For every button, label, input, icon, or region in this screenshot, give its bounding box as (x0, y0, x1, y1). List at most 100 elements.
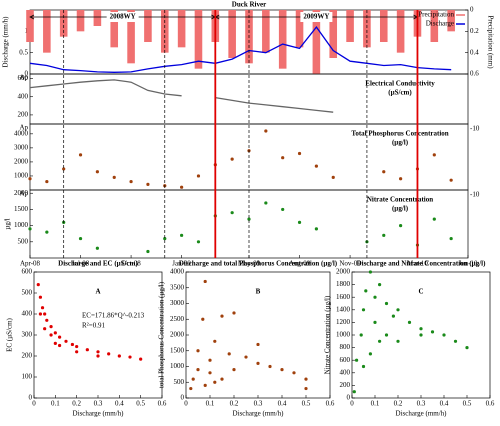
legend-label: Precipitation (418, 11, 454, 19)
data-point (399, 177, 403, 181)
data-point (180, 233, 184, 237)
period-label-bg (106, 12, 139, 22)
y-axis-label: EC (µS/cm) (6, 317, 14, 351)
data-point (297, 151, 302, 156)
corner-label: Ap (19, 190, 28, 198)
x-tick-label: 0.6 (326, 400, 335, 408)
data-point (378, 339, 382, 343)
data-point (384, 333, 389, 337)
y-tick-label: 200 (340, 381, 351, 389)
precip-bar (144, 10, 152, 42)
data-point (391, 314, 395, 318)
data-point (203, 279, 207, 284)
y-tick-label: 500 (22, 289, 33, 297)
y-tick-label: 600 (18, 74, 29, 82)
right-label: -10 (470, 191, 480, 199)
data-point (196, 240, 201, 244)
y-tick-label: 4000 (14, 129, 29, 137)
precip-bar (346, 10, 354, 42)
y-axis-label: Nitrate Concentration (µg/l) (324, 295, 332, 374)
x-tick-label: Jul-08 (72, 260, 90, 268)
data-point (355, 358, 359, 362)
data-point (40, 306, 45, 310)
y-tick-label: 1500 (170, 346, 185, 354)
legend-label: Discharge (426, 20, 454, 28)
precip-bar (396, 10, 405, 53)
data-point (256, 342, 260, 347)
data-point (281, 207, 285, 212)
data-point (430, 330, 435, 334)
data-point (368, 270, 372, 274)
chart-title: Discharge and Nitrate Concentration (µg/… (357, 260, 487, 268)
data-point (117, 354, 121, 358)
data-point (36, 283, 40, 287)
y-axis-label: total Phosphorus Concentration (µg/l) (158, 281, 166, 388)
data-point (146, 182, 150, 186)
data-point (232, 368, 236, 372)
data-point (407, 320, 412, 324)
x-tick-label: 0.1 (206, 400, 215, 408)
panel-annotation: Electrical Conductivity (365, 80, 435, 88)
x-tick-label: 0.2 (394, 400, 403, 408)
precip-bar (59, 10, 68, 37)
data-point (297, 220, 302, 224)
x-tick-label: Apr-08 (20, 260, 41, 268)
precip-bar (110, 10, 119, 48)
precip-bar (262, 10, 270, 53)
precip-bar (295, 10, 304, 48)
data-point (453, 339, 458, 343)
data-point (230, 157, 234, 161)
data-point (196, 174, 201, 178)
period-label: 2009WY (303, 13, 329, 21)
y-tick-label: 0 (29, 394, 33, 402)
data-point (196, 349, 200, 353)
y2-tick-label: 0.6 (470, 70, 479, 78)
y-tick-label: 1800 (336, 280, 351, 288)
data-point (75, 344, 79, 349)
data-point (396, 339, 400, 343)
y-tick-label: 400 (22, 310, 33, 318)
x-axis-label: Discharge (mm/h) (396, 410, 448, 418)
data-point (256, 361, 260, 365)
data-point (146, 249, 150, 254)
y-axis-label: µg/l (4, 218, 12, 229)
x-tick-label: 0.4 (278, 400, 287, 408)
data-point (213, 339, 217, 343)
x-tick-label: 0.4 (115, 400, 124, 408)
data-point (331, 175, 335, 179)
precip-bar (379, 10, 388, 42)
panel-annotation: Nitrate Concentration (367, 196, 433, 204)
y-tick-label: 2500 (170, 315, 185, 323)
data-point (191, 377, 195, 381)
x-tick-label: 0.6 (158, 400, 167, 408)
precip-bar (177, 10, 186, 48)
y-tick-label: 3000 (170, 299, 185, 307)
precip-bar (447, 10, 455, 32)
data-point (382, 170, 386, 174)
series-line (29, 26, 452, 73)
data-point (449, 178, 453, 182)
y-tick-label: 1000 (170, 362, 185, 370)
data-point (304, 386, 308, 391)
x-tick-label: Mar-10 (407, 260, 428, 268)
y-tick-label: 400 (18, 92, 29, 100)
y-tick-label: 100 (22, 373, 33, 381)
y-tick-label: 200 (22, 352, 33, 360)
data-point (45, 179, 49, 184)
data-point (96, 354, 100, 358)
data-point (230, 211, 234, 215)
x-tick-label: 0.2 (230, 400, 239, 408)
data-point (359, 333, 363, 337)
x-tick-label: 0.3 (94, 400, 103, 408)
data-point (213, 380, 217, 384)
x-tick-label: 0.1 (51, 400, 60, 408)
data-point (139, 357, 143, 361)
panel-annotation: (µS/cm) (388, 89, 412, 97)
period-label-bg (300, 12, 333, 22)
data-point (378, 283, 382, 287)
y-tick-label: 0 (181, 394, 185, 402)
chart-title: Discharge and total Phosphorus Concentra… (179, 260, 338, 268)
panel-label: A (95, 288, 100, 296)
data-point (49, 325, 53, 329)
